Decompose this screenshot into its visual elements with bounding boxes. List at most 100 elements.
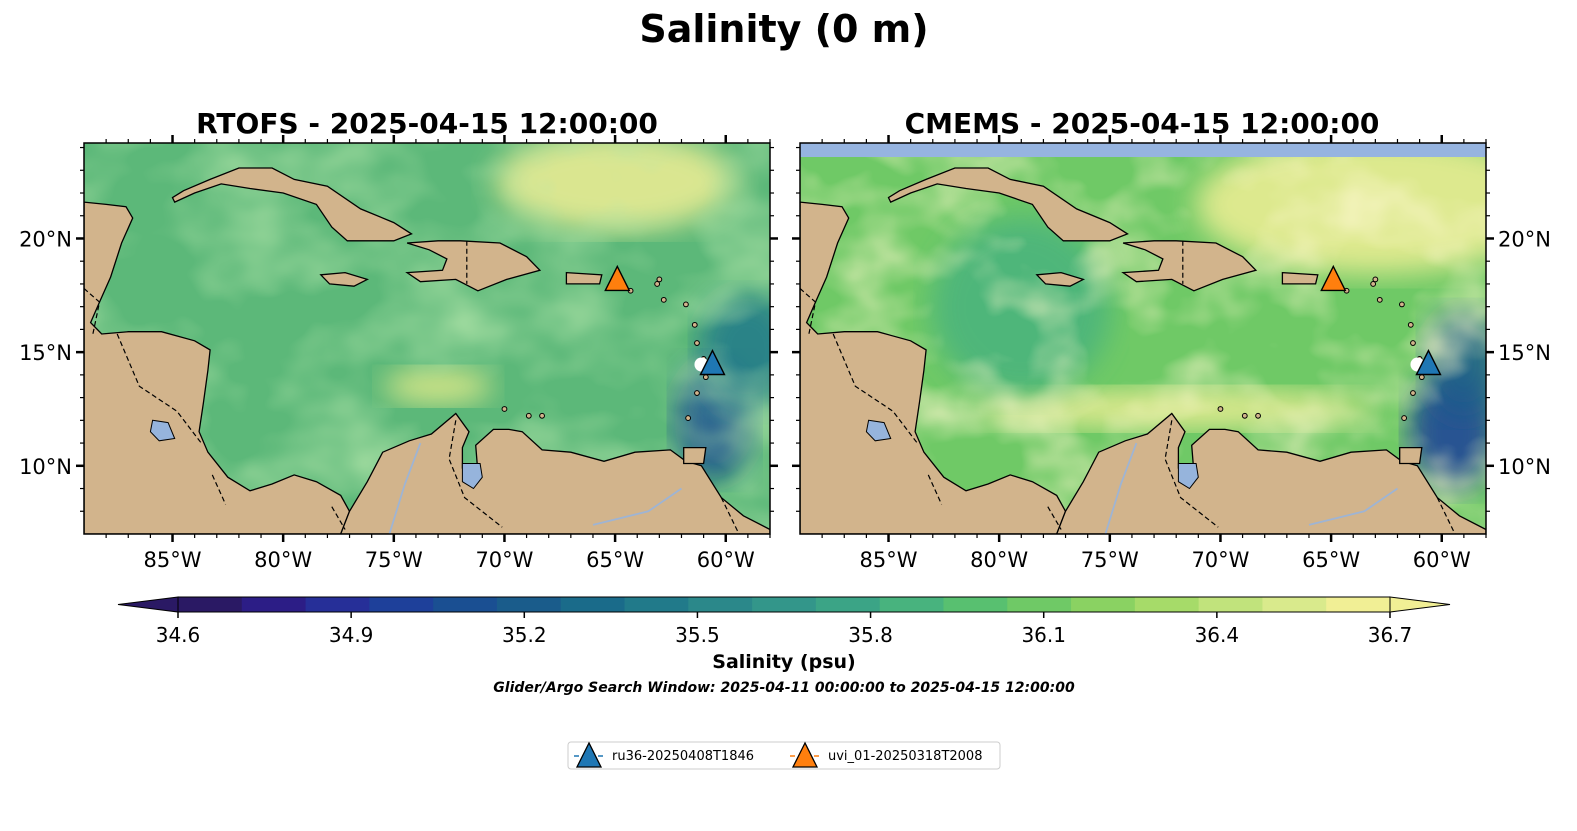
islet bbox=[501, 406, 508, 412]
islet bbox=[525, 412, 532, 419]
islet bbox=[1370, 281, 1377, 287]
country-border bbox=[1164, 420, 1219, 528]
lat-tick-label: 10°N bbox=[1498, 455, 1551, 479]
lon-tick-label: 75°W bbox=[365, 548, 423, 572]
colorbar-bin bbox=[624, 597, 689, 612]
markers-rtofs bbox=[604, 264, 726, 376]
colorbar-bin bbox=[369, 597, 434, 612]
colorbar-tick-label: 36.4 bbox=[1195, 623, 1240, 647]
colorbar-tick-label: 35.5 bbox=[675, 623, 720, 647]
islet bbox=[1376, 296, 1383, 303]
islet bbox=[1399, 301, 1405, 308]
land-cuba bbox=[887, 167, 1129, 242]
lon-tick-label: 80°W bbox=[254, 548, 312, 572]
colorbar-bin bbox=[943, 597, 1008, 612]
colorbar-tick-label: 35.8 bbox=[848, 623, 893, 647]
lat-tick-label: 15°N bbox=[1498, 341, 1551, 365]
islet bbox=[691, 321, 698, 328]
marker-uvi_01-20250318T2008 bbox=[604, 264, 631, 292]
country-border bbox=[720, 497, 740, 534]
colorbar-extend-high bbox=[1389, 596, 1451, 613]
islet bbox=[660, 296, 667, 303]
search-window-note: Glider/Argo Search Window: 2025-04-11 00… bbox=[493, 680, 1075, 696]
islet bbox=[1410, 390, 1416, 396]
legend: ru36-20250408T1846 uvi_01-20250318T2008 bbox=[567, 741, 1001, 770]
axis-ticks-rtofs: 85°W 80°W 75°W 70°W 65°W 60°W 20°N 15°N 10°N bbox=[19, 135, 778, 572]
lon-tick-label: 60°W bbox=[1413, 548, 1471, 572]
islet bbox=[1255, 412, 1261, 419]
colorbar-bin bbox=[752, 597, 817, 612]
colorbar-bin bbox=[305, 597, 370, 612]
islet bbox=[654, 281, 661, 287]
land-trinidad bbox=[1399, 446, 1423, 465]
lon-tick-label: 65°W bbox=[586, 548, 644, 572]
country-border bbox=[832, 333, 918, 444]
lat-tick-label: 10°N bbox=[19, 455, 72, 479]
country-border bbox=[448, 420, 503, 528]
country-border bbox=[800, 288, 817, 335]
islet bbox=[685, 415, 692, 421]
islet bbox=[1410, 340, 1416, 346]
country-border bbox=[116, 333, 202, 444]
map-area-cmems bbox=[800, 143, 1486, 534]
river bbox=[388, 442, 422, 534]
islet bbox=[1372, 276, 1379, 283]
colorbar-bin bbox=[1007, 597, 1072, 612]
legend-box bbox=[567, 741, 1001, 770]
colorbar-bin bbox=[1071, 597, 1136, 612]
country-border bbox=[1436, 497, 1456, 534]
country-border bbox=[1047, 506, 1062, 530]
islet bbox=[539, 412, 545, 419]
lon-tick-label: 70°W bbox=[1191, 548, 1249, 572]
colorbar-label: Salinity (psu) bbox=[712, 651, 855, 673]
colorbar-bin bbox=[496, 597, 562, 612]
colorbar-tick-label: 36.1 bbox=[1021, 623, 1066, 647]
lake bbox=[1177, 463, 1199, 490]
land-cuba bbox=[171, 167, 413, 242]
colorbar-bin bbox=[560, 597, 626, 612]
map-panel-rtofs: RTOFS - 2025-04-15 12:00:00 85°W 80°W 75°W… bbox=[19, 107, 778, 572]
land-westcoast bbox=[84, 201, 351, 534]
map-panel-cmems: CMEMS - 2025-04-15 12:00:00 85°W 80°W 75°W… bbox=[792, 107, 1551, 572]
legend-marker-ru36-20250408T1846 bbox=[575, 741, 603, 768]
lake bbox=[149, 419, 176, 442]
river bbox=[592, 487, 683, 526]
islet bbox=[1401, 415, 1408, 421]
land-southamerica bbox=[340, 412, 770, 534]
land-hispaniola bbox=[1121, 240, 1258, 292]
land-trinidad bbox=[683, 446, 707, 465]
marker-uvi_01-20250318T2008 bbox=[1320, 264, 1347, 292]
marker-ru36-20250408T1846 bbox=[699, 348, 726, 376]
map-area-rtofs bbox=[84, 143, 770, 534]
islet bbox=[1217, 406, 1224, 412]
colorbar-bin bbox=[879, 597, 945, 612]
colorbar-tick-label: 35.2 bbox=[502, 623, 547, 647]
lat-tick-label: 15°N bbox=[19, 341, 72, 365]
river bbox=[1308, 487, 1399, 526]
colorbar: 34.6 34.9 35.2 35.5 35.8 36.1 36.4 36.7 bbox=[117, 596, 1451, 647]
lon-tick-label: 85°W bbox=[860, 548, 918, 572]
colorbar-bin bbox=[1198, 597, 1264, 612]
land-hispaniola bbox=[405, 240, 542, 292]
islet bbox=[702, 374, 709, 381]
country-border bbox=[211, 474, 227, 505]
figure-title: Salinity (0 m) bbox=[639, 7, 928, 51]
land-southamerica bbox=[1056, 412, 1486, 534]
lake bbox=[461, 463, 483, 490]
river bbox=[1104, 442, 1138, 534]
colorbar-bin bbox=[1134, 597, 1200, 612]
colorbar-extend-low bbox=[117, 596, 179, 613]
land-cmems bbox=[800, 167, 1486, 534]
islet bbox=[1407, 321, 1414, 328]
marker-ru36-20250408T1846 bbox=[1415, 348, 1442, 376]
country-border bbox=[927, 474, 943, 505]
lon-tick-label: 75°W bbox=[1081, 548, 1139, 572]
islet bbox=[1418, 374, 1425, 381]
colorbar-bin bbox=[815, 597, 881, 612]
lakes-rtofs bbox=[149, 419, 483, 490]
lat-tick-label: 20°N bbox=[19, 227, 72, 251]
axis-ticks-cmems: 85°W 80°W 75°W 70°W 65°W 60°W 20°N 15°N 10°N bbox=[792, 135, 1551, 572]
lon-tick-label: 65°W bbox=[1302, 548, 1360, 572]
map-frame-cmems bbox=[799, 142, 1487, 535]
